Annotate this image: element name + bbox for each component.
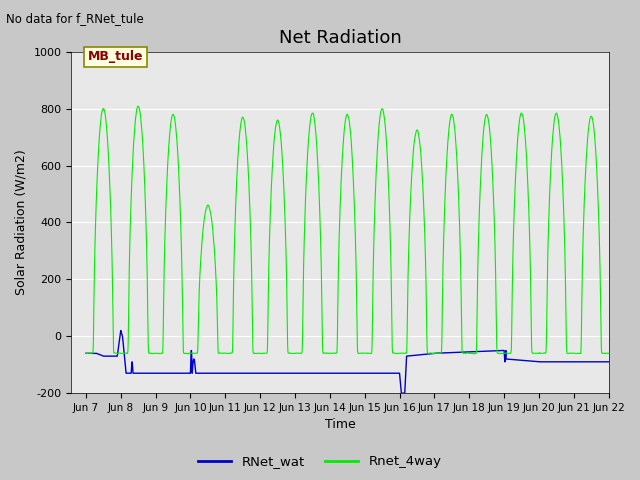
Rnet_4way [82,350,90,356]
Text: MB_tule: MB_tule [88,50,143,63]
RNet_wat [605,359,612,365]
Text: No data for f_RNet_tule: No data for f_RNet_tule [6,12,144,25]
RNet_wat [117,328,125,334]
Line: RNet_wat: RNet_wat [86,331,609,393]
RNet_wat [139,371,147,376]
RNet_wat [82,350,90,356]
Rnet_4way [139,143,147,149]
X-axis label: Time: Time [324,419,355,432]
Y-axis label: Solar Radiation (W/m2): Solar Radiation (W/m2) [15,150,28,295]
Rnet_4way [605,350,612,356]
Rnet_4way [207,216,215,221]
Rnet_4way [184,351,192,357]
Rnet_4way [196,259,204,265]
RNet_wat [196,371,204,376]
RNet_wat [535,359,543,365]
Line: Rnet_4way: Rnet_4way [86,106,609,354]
Rnet_4way [535,350,543,356]
RNet_wat [358,371,366,376]
RNet_wat [207,371,215,376]
Rnet_4way [99,107,106,113]
Title: Net Radiation: Net Radiation [278,29,401,48]
Rnet_4way [358,350,366,356]
Rnet_4way [134,103,142,109]
Legend: RNet_wat, Rnet_4way: RNet_wat, Rnet_4way [193,450,447,473]
RNet_wat [99,353,106,359]
RNet_wat [397,390,405,396]
